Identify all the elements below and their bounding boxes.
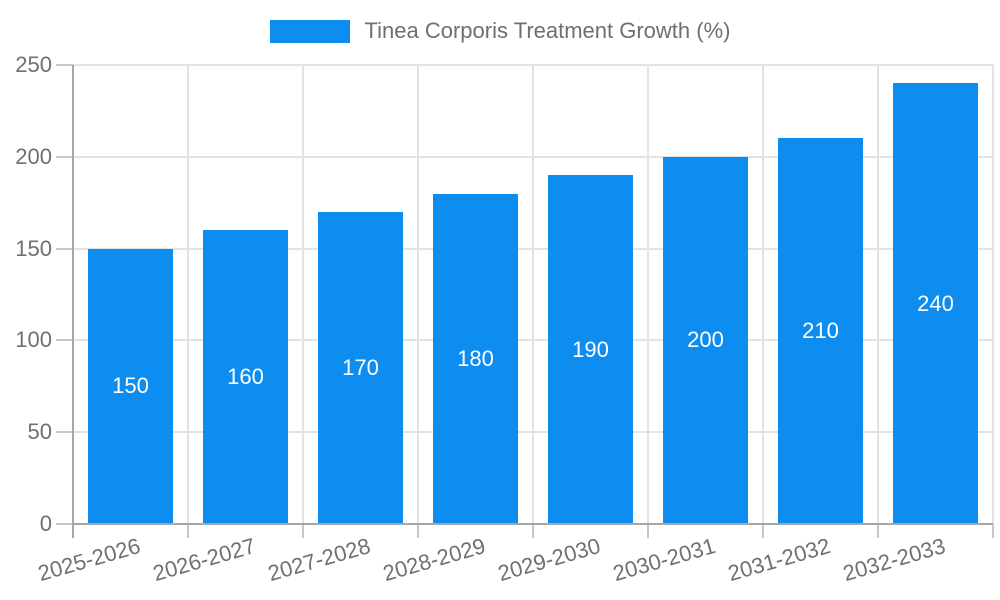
x-axis-tick — [187, 524, 189, 538]
x-axis-label: 2025-2026 — [35, 533, 144, 587]
x-axis-tick — [647, 524, 649, 538]
bar-value-label: 240 — [917, 290, 954, 316]
gridline-vertical — [417, 65, 419, 524]
y-axis-label: 100 — [15, 327, 52, 353]
bar-value-label: 150 — [112, 373, 149, 399]
gridline-vertical — [992, 65, 994, 524]
y-axis-label: 250 — [15, 52, 52, 77]
gridline-vertical — [762, 65, 764, 524]
bar-value-label: 200 — [687, 327, 724, 353]
y-axis-label: 50 — [27, 419, 52, 445]
y-axis-tick — [56, 339, 73, 342]
y-axis-tick — [56, 431, 73, 434]
x-axis-line — [73, 523, 993, 525]
legend-label: Tinea Corporis Treatment Growth (%) — [364, 18, 731, 43]
y-axis-tick — [56, 523, 73, 525]
y-axis-label: 150 — [15, 235, 52, 261]
bar-value-label: 180 — [457, 345, 494, 371]
chart-legend[interactable]: Tinea Corporis Treatment Growth (%) — [0, 14, 1000, 48]
gridline-vertical — [302, 65, 304, 524]
x-axis-tick — [417, 524, 419, 538]
bar[interactable]: 200 — [663, 156, 748, 524]
bar[interactable]: 160 — [203, 230, 288, 524]
gridline-vertical — [877, 65, 879, 524]
x-axis-tick — [877, 524, 879, 538]
x-axis-tick — [992, 524, 994, 538]
x-axis-tick — [532, 524, 534, 538]
gridline-vertical — [647, 65, 649, 524]
x-axis-label: 2026-2027 — [150, 533, 259, 587]
x-axis-label: 2027-2028 — [265, 533, 374, 587]
y-axis-label: 0 — [39, 511, 52, 536]
bar[interactable]: 190 — [548, 175, 633, 524]
x-axis-tick — [302, 524, 304, 538]
bar-value-label: 170 — [342, 354, 379, 380]
x-axis-label: 2031-2032 — [725, 533, 834, 587]
gridline-vertical — [187, 65, 189, 524]
x-axis-label: 2028-2029 — [380, 533, 489, 587]
y-axis-label: 200 — [15, 143, 52, 169]
bar-value-label: 190 — [572, 336, 609, 362]
legend-swatch — [269, 19, 350, 43]
bar-value-label: 210 — [802, 318, 839, 344]
y-axis-tick — [56, 155, 73, 158]
y-axis-tick — [56, 64, 73, 66]
x-axis-tick — [762, 524, 764, 538]
bar-value-label: 160 — [227, 364, 264, 390]
x-axis-label: 2030-2031 — [610, 533, 719, 587]
gridline-vertical — [532, 65, 534, 524]
bar[interactable]: 240 — [893, 83, 978, 524]
bar[interactable]: 170 — [318, 211, 403, 524]
bar[interactable]: 180 — [433, 193, 518, 524]
x-axis-label: 2032-2033 — [840, 533, 949, 587]
y-axis-line — [72, 65, 74, 538]
y-axis-tick — [56, 247, 73, 250]
x-axis-label: 2029-2030 — [495, 533, 604, 587]
bar[interactable]: 150 — [88, 248, 173, 524]
bar[interactable]: 210 — [778, 138, 863, 524]
